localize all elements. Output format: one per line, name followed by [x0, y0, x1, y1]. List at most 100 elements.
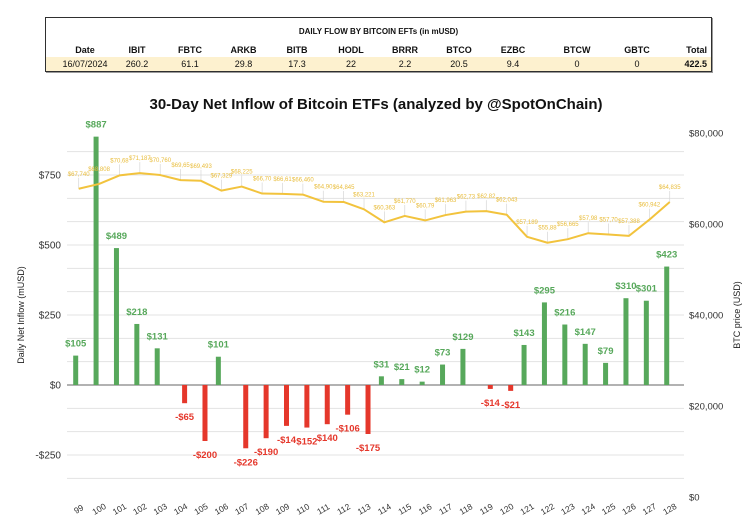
x-tick-label: 102 [131, 501, 149, 517]
price-point-label: $68,225 [231, 170, 253, 176]
x-tick-label: 111 [315, 501, 331, 516]
inflow-bar-positive [113, 248, 119, 385]
cell-total: 422.5 [684, 59, 707, 69]
daily-flow-table: DAILY FLOW BY BITCOIN EFTs (in mUSD) Dat… [45, 17, 712, 72]
price-point-label: $63,221 [353, 192, 375, 198]
price-point-label: $67,329 [211, 174, 233, 180]
cell-date: 16/07/2024 [62, 59, 108, 69]
inflow-bar-negative [304, 385, 310, 428]
price-point-label: $64,845 [333, 185, 355, 191]
column-header-btcw: BTCW [563, 45, 591, 55]
inflow-bar-negative [365, 385, 371, 434]
bar-value-label: -$65 [175, 412, 195, 423]
price-point-label: $55,88 [538, 226, 557, 232]
x-tick-label: 101 [111, 501, 129, 517]
x-tick-label: 105 [192, 501, 210, 517]
inflow-bar-positive [154, 348, 160, 385]
y-tick-label-right: $20,000 [689, 402, 723, 413]
inflow-bar-positive [419, 381, 425, 385]
y-axis-title-right: BTC price (USD) [732, 281, 742, 349]
x-tick-label: 107 [233, 501, 251, 517]
price-point-label: $64,90 [314, 185, 333, 191]
price-point-label: $60,363 [374, 205, 396, 211]
price-point-label: $57,98 [579, 216, 598, 222]
bar-value-label: $143 [513, 328, 534, 339]
bar-value-label: -$200 [193, 450, 217, 461]
x-tick-label: 108 [253, 501, 271, 517]
inflow-bar-negative [243, 385, 249, 449]
price-point-label: $56,665 [557, 222, 579, 228]
price-point-label: $60,942 [638, 203, 660, 209]
price-point-label: $68,808 [88, 167, 110, 173]
inflow-bar-positive [378, 376, 384, 385]
cell-brrr: 2.2 [398, 59, 412, 69]
y-tick-label-right: $0 [689, 493, 700, 504]
cell-gbtc: 0 [634, 59, 640, 69]
bar-value-label: $301 [636, 284, 658, 295]
cell-fbtc: 61.1 [181, 59, 199, 69]
price-point-label: $66,61 [273, 177, 292, 183]
y-tick-label-left: $750 [39, 171, 62, 182]
bar-value-label: $73 [435, 348, 451, 359]
y-tick-label-left: -$250 [35, 451, 61, 462]
column-header-bitb: BITB [286, 45, 308, 55]
flow-table-header-row: Date IBIT FBTC ARKB BITB HODL BRRR BTCO … [46, 43, 711, 57]
bar-value-label: -$190 [254, 447, 278, 458]
bar-value-label: $216 [554, 308, 575, 319]
bar-value-label: $31 [373, 359, 390, 370]
inflow-bar-negative [345, 385, 351, 415]
inflow-bar-positive [623, 298, 629, 385]
bar-value-label: -$21 [501, 400, 521, 411]
bar-value-label: $310 [615, 281, 636, 292]
price-point-label: $62,82 [477, 194, 496, 200]
x-tick-label: 113 [356, 501, 373, 517]
bar-value-label: $887 [86, 120, 107, 131]
x-tick-label: 110 [295, 501, 312, 517]
x-tick-label: 99 [72, 502, 85, 516]
inflow-bar-positive [664, 266, 670, 385]
price-point-label: $57,70 [599, 217, 618, 223]
column-header-ezbc: EZBC [500, 45, 526, 55]
btc-price-line [78, 172, 671, 244]
x-tick-label: 127 [641, 501, 659, 517]
price-point-label: $60,79 [416, 203, 435, 209]
price-point-label: $69,65 [171, 163, 190, 169]
bar-value-label: $423 [656, 250, 677, 261]
bar-value-label: $131 [147, 331, 169, 342]
x-tick-label: 100 [90, 501, 108, 517]
column-header-btco: BTCO [446, 45, 472, 55]
x-tick-label: 124 [580, 501, 598, 517]
x-tick-label: 115 [396, 501, 413, 517]
x-tick-label: 119 [478, 501, 495, 517]
price-point-label: $61,770 [394, 199, 416, 205]
flow-table-title: DAILY FLOW BY BITCOIN EFTs (in mUSD) [298, 27, 459, 36]
inflow-bar-positive [460, 348, 466, 385]
x-tick-label: 123 [559, 501, 577, 517]
inflow-bar-positive [399, 379, 405, 385]
cell-ibit: 260.2 [125, 59, 149, 69]
y-tick-label-right: $80,000 [689, 129, 723, 140]
bar-value-label: $21 [394, 362, 411, 373]
inflow-bar-positive [440, 364, 446, 385]
x-tick-label: 109 [274, 501, 292, 517]
inflow-bar-negative [263, 385, 269, 439]
price-point-label: $64,835 [659, 185, 681, 191]
y-axis-title-left: Daily Net Inflow (mUSD) [16, 266, 26, 364]
inflow-bar-negative [284, 385, 289, 426]
bar-value-label: $152 [296, 437, 317, 448]
bar-value-label: $147 [575, 327, 596, 338]
price-point-label: $62,043 [496, 198, 518, 204]
bar-value-label: $79 [598, 346, 614, 357]
y-tick-label-left: $500 [39, 241, 62, 252]
column-header-hodl: HODL [338, 45, 364, 55]
x-tick-label: 114 [376, 501, 393, 517]
bar-value-label: -$106 [335, 424, 359, 435]
bar-value-label: -$14 [277, 435, 297, 446]
price-point-label: $66,460 [292, 178, 314, 184]
bar-value-label: $218 [126, 307, 147, 318]
table-row: 16/07/2024 260.2 61.1 29.8 17.3 22 2.2 2… [46, 57, 711, 71]
inflow-bar-positive [582, 343, 588, 385]
gridlines [67, 151, 684, 479]
column-header-gbtc: GBTC [624, 45, 650, 55]
